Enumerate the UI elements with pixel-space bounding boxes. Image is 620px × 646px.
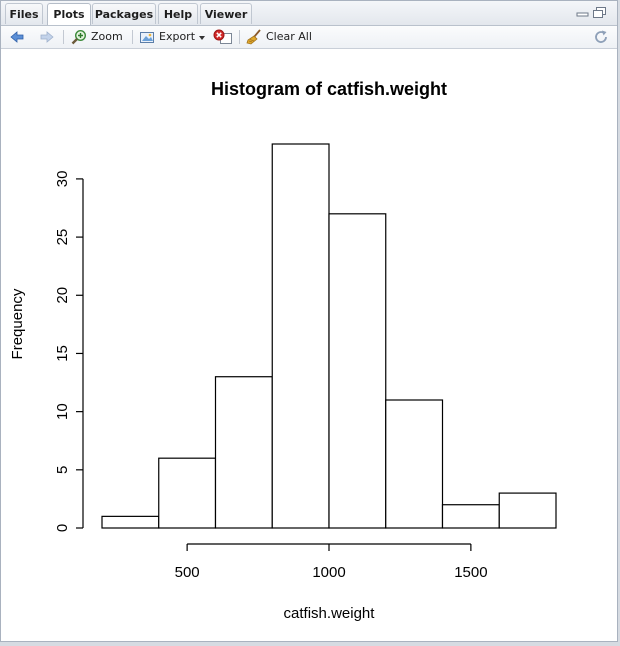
refresh-button[interactable] <box>593 28 609 46</box>
zoom-icon <box>71 29 87 45</box>
clear-all-label: Clear All <box>266 30 312 43</box>
histogram-bar <box>101 515 160 529</box>
histogram-bar <box>214 376 273 529</box>
chart-title: Histogram of catfish.weight <box>211 79 447 99</box>
x-tick-label: 1000 <box>312 564 345 581</box>
back-button[interactable] <box>9 28 25 46</box>
tab-help[interactable]: Help <box>158 3 198 24</box>
forward-button[interactable] <box>39 28 55 46</box>
histogram-bar <box>498 492 557 529</box>
arrow-right-icon <box>39 29 55 45</box>
remove-plot-icon <box>213 29 233 45</box>
histogram-bar <box>441 504 500 529</box>
y-axis-label: Frequency <box>9 288 26 359</box>
histogram-bar <box>158 457 217 529</box>
y-tick-label: 30 <box>54 171 71 188</box>
y-tick-label: 20 <box>54 287 71 304</box>
y-tick-label: 5 <box>54 466 71 474</box>
refresh-icon <box>593 29 609 45</box>
toolbar-separator <box>132 30 133 44</box>
arrow-left-icon <box>9 29 25 45</box>
y-tick-label: 25 <box>54 229 71 246</box>
plots-toolbar: Zoom Export <box>1 26 617 49</box>
minimize-icon[interactable] <box>576 7 589 18</box>
x-tick-label: 500 <box>175 564 200 581</box>
export-label: Export <box>159 30 196 43</box>
y-tick-label: 0 <box>54 524 71 532</box>
x-axis-label: catfish.weight <box>284 605 376 622</box>
export-button[interactable]: Export <box>139 28 206 46</box>
maximize-icon[interactable] <box>593 7 606 18</box>
chevron-down-icon <box>199 28 206 46</box>
y-tick-label: 15 <box>54 345 71 362</box>
histogram-bar <box>385 399 444 529</box>
toolbar-separator <box>239 30 240 44</box>
tab-bar: Files Plots Packages Help Viewer <box>1 1 617 26</box>
tab-plots[interactable]: Plots <box>47 3 91 25</box>
y-axis: 0 5 10 15 20 25 30 <box>54 171 84 532</box>
tab-packages[interactable]: Packages <box>92 3 156 24</box>
histogram-bar <box>271 143 330 529</box>
remove-plot-button[interactable] <box>213 28 233 46</box>
zoom-label: Zoom <box>91 30 123 43</box>
export-icon <box>139 29 155 45</box>
histogram-chart: Histogram of catfish.weight catfish.weig… <box>9 79 557 622</box>
x-tick-label: 1500 <box>454 564 487 581</box>
clear-all-button[interactable]: Clear All <box>246 28 312 46</box>
x-axis: 500 1000 1500 <box>175 543 488 581</box>
y-tick-label: 10 <box>54 403 71 420</box>
zoom-button[interactable]: Zoom <box>71 28 123 46</box>
tab-files[interactable]: Files <box>5 3 43 24</box>
histogram-bars <box>101 143 557 529</box>
toolbar-separator <box>63 30 64 44</box>
plot-viewer: Histogram of catfish.weight catfish.weig… <box>5 49 613 639</box>
histogram-bar <box>328 213 387 529</box>
tab-viewer[interactable]: Viewer <box>200 3 252 24</box>
broom-icon <box>246 29 262 45</box>
